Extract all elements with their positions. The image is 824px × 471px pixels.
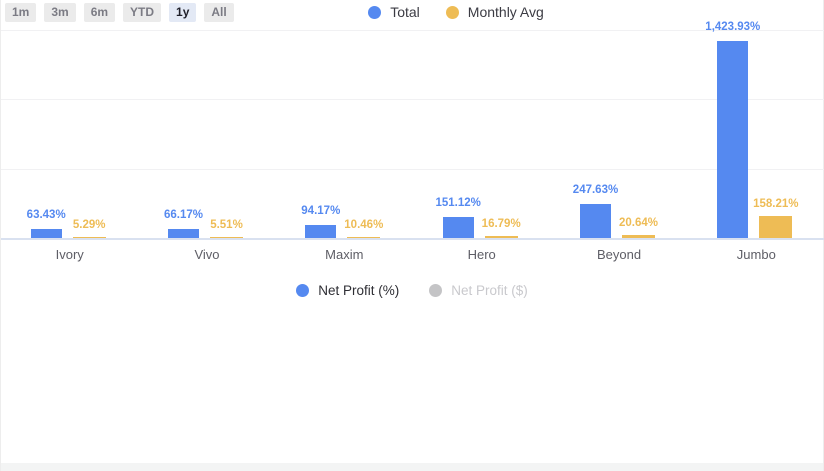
legend-item-label: Monthly Avg (467, 4, 544, 20)
legend-item-monthly-avg[interactable]: Monthly Avg (445, 4, 544, 20)
bar-monthly-avg-hero[interactable] (484, 235, 518, 238)
range-button-6m[interactable]: 6m (83, 3, 116, 22)
bar-total-beyond[interactable] (580, 203, 611, 238)
legend-item-label: Net Profit (%) (318, 283, 400, 298)
value-label-monthly-avg-beyond: 20.64% (618, 217, 659, 230)
x-axis-line (1, 238, 824, 240)
range-button-all[interactable]: All (204, 3, 234, 22)
legend-item-label: Net Profit ($) (451, 283, 528, 298)
bar-monthly-avg-ivory[interactable] (72, 237, 106, 238)
category-label-beyond: Beyond (596, 247, 642, 262)
net-profit-usd-dot-icon (429, 284, 443, 297)
bar-total-hero[interactable] (442, 217, 474, 238)
value-label-monthly-avg-jumbo: 158.21% (753, 198, 799, 211)
bottom-scroll-band (1, 463, 823, 471)
range-button-3m[interactable]: 3m (44, 3, 76, 22)
bar-total-jumbo[interactable] (717, 40, 749, 238)
gridline-1000 (1, 99, 824, 100)
category-label-hero: Hero (467, 247, 496, 262)
range-button-1m[interactable]: 1m (5, 3, 37, 22)
net-profit-pct-dot-icon (296, 284, 310, 297)
range-button-ytd[interactable]: YTD (123, 3, 162, 22)
legend-item-label: Total (390, 4, 420, 20)
value-label-total-ivory: 63.43% (26, 209, 66, 222)
monthly-avg-series-dot-icon (445, 5, 459, 19)
value-label-total-vivo: 66.17% (163, 208, 204, 221)
value-label-total-jumbo: 1,423.93% (705, 20, 761, 33)
total-series-dot-icon (368, 5, 382, 19)
range-button-1y[interactable]: 1y (169, 3, 197, 22)
value-label-monthly-avg-ivory: 5.29% (72, 219, 106, 232)
bar-total-ivory[interactable] (30, 229, 62, 238)
value-label-total-maxim: 94.17% (301, 204, 341, 217)
category-label-maxim: Maxim (325, 247, 364, 262)
legend-item-net-profit-pct[interactable]: Net Profit (%) (296, 283, 399, 298)
value-label-monthly-avg-vivo: 5.51% (210, 219, 243, 232)
time-range-toolbar: 1m 3m 6m YTD 1y All (5, 3, 234, 22)
legend-item-net-profit-usd[interactable]: Net Profit ($) (429, 283, 528, 298)
category-label-vivo: Vivo (194, 247, 220, 262)
category-label-jumbo: Jumbo (736, 247, 776, 262)
bar-monthly-avg-vivo[interactable] (210, 237, 243, 238)
bar-total-maxim[interactable] (305, 224, 337, 238)
gridline-500 (1, 169, 824, 170)
metric-legend: Net Profit (%) Net Profit ($) (1, 283, 823, 298)
bar-total-vivo[interactable] (168, 228, 199, 238)
value-label-total-beyond: 247.63% (572, 183, 619, 196)
bar-monthly-avg-jumbo[interactable] (759, 216, 793, 238)
value-label-total-hero: 151.12% (435, 197, 481, 209)
bar-monthly-avg-beyond[interactable] (622, 235, 655, 238)
value-label-monthly-avg-maxim: 10.46% (344, 218, 384, 231)
category-label-ivory: Ivory (55, 247, 84, 262)
series-legend: Total Monthly Avg (45, 4, 824, 20)
gridline-1500 (1, 30, 824, 31)
plot-area: 63.43% 5.29% Ivory 66.17% 5.51% Vivo 94.17% 10.… (1, 0, 824, 262)
legend-item-total[interactable]: Total (368, 4, 420, 20)
value-label-monthly-avg-hero: 16.79% (481, 217, 521, 230)
bar-monthly-avg-maxim[interactable] (347, 236, 381, 238)
